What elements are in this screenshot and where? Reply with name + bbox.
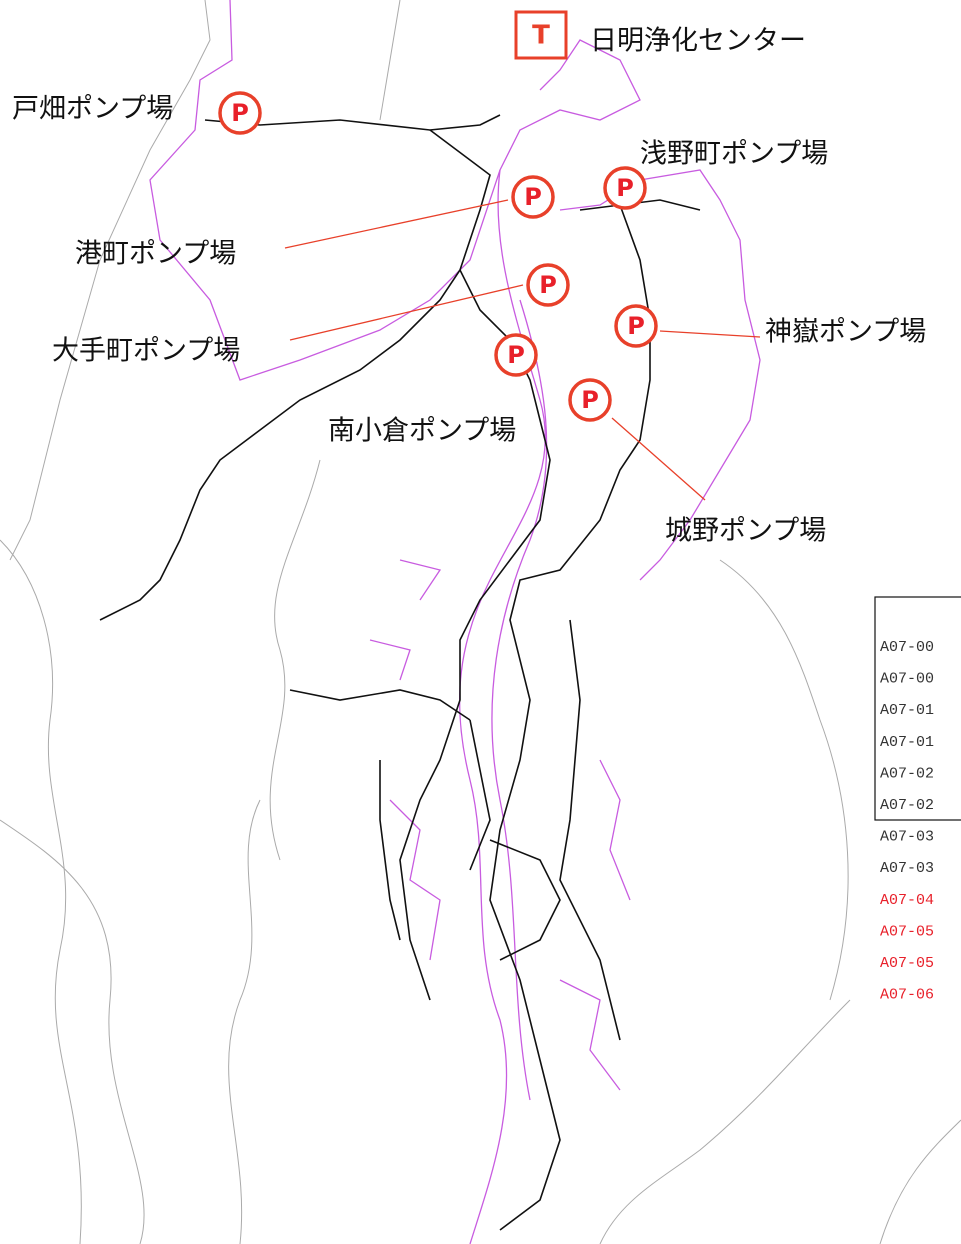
- pump-marker-letter: P: [581, 386, 599, 414]
- contours: [0, 0, 961, 1244]
- pump-marker-letter: P: [524, 183, 542, 211]
- pump-station-name: 浅野町ポンプ場: [640, 139, 828, 170]
- legend-entry: A07-06: [880, 987, 934, 1004]
- pump-station-name: 神嶽ポンプ場: [765, 317, 926, 348]
- pump-station-name: 戸畑ポンプ場: [12, 94, 173, 125]
- coastlines: [150, 0, 760, 1244]
- legend-entry: A07-05: [880, 955, 934, 972]
- treatment-name: 日明浄化センター: [590, 26, 806, 57]
- pump-marker-letter: P: [616, 174, 634, 202]
- sewer-map: T 日明浄化センター P 戸畑ポンプ場 P 港町ポンプ場 P 大手町ポンプ場 P 南小倉ポンプ場 P…: [0, 0, 961, 1244]
- legend-entry: A07-01: [880, 734, 934, 751]
- pump-station-name: 城野ポンプ場: [665, 516, 826, 547]
- legend-entry: A07-02: [880, 765, 934, 782]
- legend-entry: A07-02: [880, 797, 934, 814]
- pump-marker-letter: P: [539, 271, 557, 299]
- legend-entry: A07-01: [880, 702, 934, 719]
- legend-entry: A07-05: [880, 923, 934, 940]
- leader-line: [290, 285, 523, 340]
- pump-marker-letter: P: [627, 312, 645, 340]
- legend-entry: A07-03: [880, 860, 934, 877]
- pump-station-name: 港町ポンプ場: [75, 239, 236, 270]
- markers: T 日明浄化センター P 戸畑ポンプ場 P 港町ポンプ場 P 大手町ポンプ場 P 南小倉ポンプ場 P…: [12, 12, 926, 547]
- legend: A07-00 A07-00 A07-01 A07-01 A07-02 A07-02 A07-…: [875, 597, 961, 1004]
- legend-entry: A07-03: [880, 829, 934, 846]
- pump-marker-letter: P: [231, 99, 249, 127]
- page: T 日明浄化センター P 戸畑ポンプ場 P 港町ポンプ場 P 大手町ポンプ場 P 南小倉ポンプ場 P…: [0, 0, 961, 1244]
- legend-entry: A07-04: [880, 892, 934, 909]
- legend-entry: A07-00: [880, 639, 934, 656]
- pump-marker-letter: P: [507, 341, 525, 369]
- sewer-lines: [100, 115, 700, 1230]
- pump-station-name: 大手町ポンプ場: [52, 336, 240, 367]
- legend-entry: A07-00: [880, 671, 934, 688]
- treatment-marker-letter: T: [532, 21, 550, 51]
- pump-station-name: 南小倉ポンプ場: [328, 416, 516, 447]
- leader-line: [612, 418, 705, 500]
- leader-line: [660, 331, 760, 337]
